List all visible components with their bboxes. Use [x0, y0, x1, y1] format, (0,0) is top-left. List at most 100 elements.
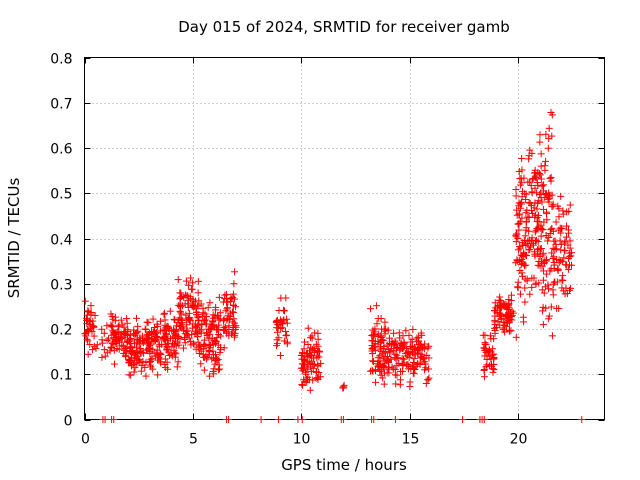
data-point [162, 340, 170, 348]
data-point [522, 196, 530, 204]
data-point [540, 289, 548, 297]
data-point [526, 290, 534, 298]
data-point [150, 349, 158, 357]
data-point [537, 194, 545, 202]
data-point [220, 315, 228, 323]
data-point [210, 370, 218, 378]
data-point [380, 325, 388, 333]
data-point [507, 297, 515, 305]
data-point [298, 416, 306, 423]
data-point [90, 342, 98, 350]
data-point [552, 218, 560, 226]
data-point [398, 354, 406, 362]
data-point [203, 330, 211, 338]
data-point [489, 368, 497, 376]
data-point [485, 345, 493, 353]
data-point [307, 344, 315, 352]
data-point [155, 354, 163, 362]
data-point [93, 341, 101, 349]
data-point [166, 307, 174, 315]
data-point [372, 302, 380, 310]
data-point [424, 376, 432, 384]
data-point [110, 346, 118, 354]
data-point [209, 318, 217, 326]
data-point [384, 353, 392, 361]
data-point [502, 311, 510, 319]
data-point [280, 337, 288, 345]
data-point [409, 325, 417, 333]
plot-area-border [84, 57, 605, 420]
data-point [139, 357, 147, 365]
data-point [174, 319, 182, 327]
data-point [558, 284, 566, 292]
data-point [549, 286, 557, 294]
data-point [539, 251, 547, 259]
data-point [555, 213, 563, 221]
data-point [302, 370, 310, 378]
y-tick-label: 0.4 [50, 233, 72, 249]
data-point [371, 331, 379, 339]
data-point [536, 262, 544, 270]
data-point [107, 310, 115, 318]
data-point [161, 355, 169, 363]
y-axis-label: SRMTID / TECUs [5, 178, 23, 299]
data-point [512, 192, 520, 200]
data-point [229, 308, 237, 316]
data-points [81, 109, 586, 423]
data-point [123, 319, 131, 327]
data-point [548, 249, 556, 257]
data-point [494, 318, 502, 326]
data-point [84, 350, 92, 358]
data-point [232, 323, 240, 331]
data-point [197, 347, 205, 355]
data-point [565, 207, 573, 215]
data-point [548, 132, 556, 140]
data-point [557, 240, 565, 248]
data-point [490, 354, 498, 362]
data-point [399, 360, 407, 368]
data-point [86, 340, 94, 348]
data-point [540, 267, 548, 275]
data-point [554, 267, 562, 275]
data-point [175, 341, 183, 349]
data-point [406, 343, 414, 351]
data-point [543, 270, 551, 278]
data-point [526, 178, 534, 186]
data-point [83, 311, 91, 319]
data-point [521, 298, 529, 306]
data-point [480, 366, 488, 374]
data-point [518, 239, 526, 247]
data-point [416, 361, 424, 369]
data-point [183, 321, 191, 329]
data-point [425, 365, 433, 373]
data-point [417, 341, 425, 349]
data-point [391, 416, 399, 423]
data-point [300, 345, 308, 353]
data-point [141, 363, 149, 371]
data-point [527, 182, 535, 190]
data-point [531, 211, 539, 219]
data-point [276, 352, 284, 360]
data-point [410, 355, 418, 363]
data-point [114, 323, 122, 331]
data-point [369, 358, 377, 366]
data-point [177, 289, 185, 297]
data-point [230, 280, 238, 288]
data-point [538, 198, 546, 206]
data-point [84, 337, 92, 345]
data-point [156, 358, 164, 366]
data-point [200, 353, 208, 361]
data-point [131, 364, 139, 372]
data-point [298, 348, 306, 356]
data-point [149, 315, 157, 323]
data-point [515, 219, 523, 227]
data-point [384, 326, 392, 334]
data-point [549, 244, 557, 252]
data-point [206, 299, 214, 307]
data-point [512, 259, 520, 267]
data-point [214, 341, 222, 349]
data-point [525, 155, 533, 163]
data-point [516, 290, 524, 298]
data-point [306, 386, 314, 394]
